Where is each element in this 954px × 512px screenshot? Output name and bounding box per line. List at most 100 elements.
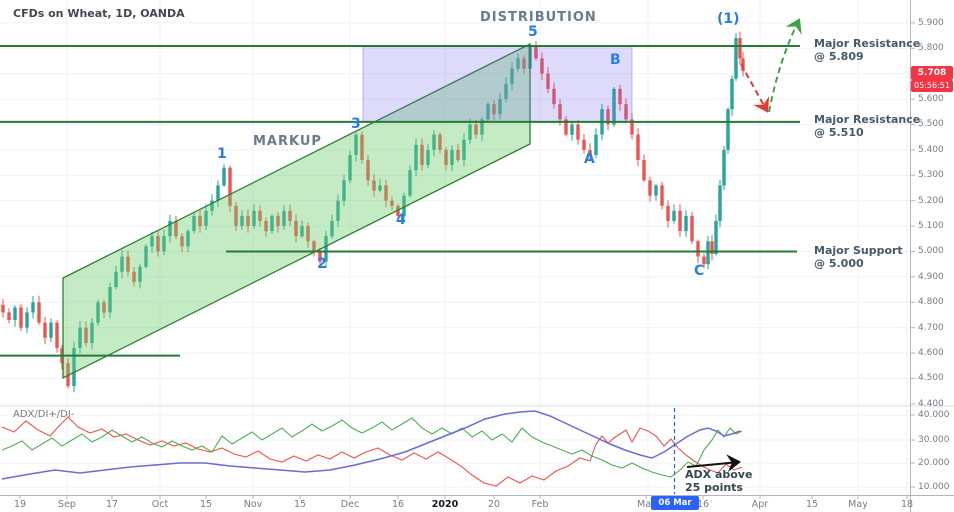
major-support-line2: @ 5.000 <box>814 257 864 270</box>
candle-body <box>730 78 734 110</box>
price-tick-label: 5.200 <box>918 196 944 206</box>
price-tick-label: 4.700 <box>918 323 944 333</box>
time-tick-label: 16 <box>391 499 405 510</box>
candle-body <box>90 322 94 343</box>
candle-body <box>546 73 550 89</box>
projection-down-arrow[interactable] <box>740 63 770 113</box>
candle-body <box>738 38 742 59</box>
candle-body <box>474 124 478 135</box>
wave-label-5[interactable]: 5 <box>528 24 538 40</box>
wave-label-2[interactable]: 2 <box>317 256 327 272</box>
wave-label-4[interactable]: 4 <box>396 212 406 228</box>
adx-direction-arrow[interactable] <box>686 454 741 473</box>
time-tick-label: 16 <box>696 499 710 510</box>
candle-body <box>294 221 298 237</box>
major-resistance-2-note[interactable]: Major Resistance @ 5.510 <box>814 113 920 139</box>
wave-label-3[interactable]: 3 <box>351 116 361 132</box>
time-tick-label: 15 <box>293 499 307 510</box>
last-price-badge: 5.708 <box>911 66 953 80</box>
candle-body <box>222 167 226 186</box>
price-tick-label: 5.300 <box>918 170 944 180</box>
adx-tick-label: 10.000 <box>918 482 950 492</box>
time-tick-label: Oct <box>151 499 169 510</box>
candle-body <box>420 144 424 166</box>
candle-body <box>654 185 658 196</box>
candle-body <box>462 139 466 160</box>
major-support-line1: Major Support <box>814 244 903 257</box>
candle-body <box>630 119 634 135</box>
candle-body <box>588 149 592 155</box>
major-resistance-1-note[interactable]: Major Resistance @ 5.809 <box>814 37 920 63</box>
candle-body <box>288 210 292 221</box>
candle-body <box>618 88 622 105</box>
candle-body <box>498 99 502 115</box>
candle-body <box>741 58 745 72</box>
candle-body <box>534 45 538 59</box>
candle-body <box>570 124 574 135</box>
markup-zone-label[interactable]: MARKUP <box>253 134 322 149</box>
time-tick-label: Sep <box>58 499 76 510</box>
crosshair-date-badge: 06 Mar '20 <box>651 496 699 510</box>
candle-body <box>318 251 322 262</box>
candle-body <box>156 236 160 252</box>
time-tick-label: Dec <box>340 499 360 510</box>
candle-body <box>13 307 17 321</box>
candle-body <box>348 155 352 181</box>
wave-label-1[interactable]: 1 <box>217 146 227 162</box>
major-resistance-1-line2: @ 5.809 <box>814 50 864 63</box>
adx-tick-label: 20.000 <box>918 458 950 468</box>
candle-body <box>726 109 730 150</box>
time-tick-label: 2020 <box>431 499 459 510</box>
candle-body <box>7 312 11 320</box>
candle-body <box>734 38 738 79</box>
candle-body <box>714 221 718 254</box>
candle-body <box>198 215 202 227</box>
wave-label-A[interactable]: A <box>584 151 595 167</box>
indicator-layer <box>1 410 743 487</box>
candle-body <box>504 83 508 99</box>
candle-body <box>72 348 76 387</box>
candle-body <box>702 256 706 265</box>
candle-body <box>624 104 628 120</box>
candle-body <box>192 215 196 232</box>
wave-label-B[interactable]: B <box>610 52 621 68</box>
candle-body <box>510 68 514 84</box>
candle-body <box>180 236 184 247</box>
candle-body <box>722 149 726 186</box>
candle-body <box>78 327 82 348</box>
distribution-box-drawing[interactable] <box>362 45 633 123</box>
wave-label-1[interactable]: (1) <box>717 11 740 27</box>
time-tick-label: 15 <box>805 499 819 510</box>
candle-body <box>438 134 442 150</box>
candle-body <box>564 119 568 135</box>
candle-body <box>390 200 394 206</box>
candle-body <box>31 302 35 313</box>
candle-body <box>696 241 700 257</box>
projection-up-arrow[interactable] <box>768 18 802 113</box>
price-tick-label: 4.900 <box>918 272 944 282</box>
candle-body <box>138 266 142 282</box>
candle-body <box>522 58 526 69</box>
candle-body <box>414 144 418 171</box>
time-tick-label: Apr <box>751 499 769 510</box>
price-tick-label: 5.500 <box>918 119 944 129</box>
major-support-note[interactable]: Major Support @ 5.000 <box>814 244 903 270</box>
candle-body <box>96 302 100 323</box>
candle-body <box>444 149 448 166</box>
time-tick-label: Mar <box>637 499 655 510</box>
candle-body <box>144 246 148 267</box>
adx-above-note[interactable]: ADX above 25 points <box>685 468 752 494</box>
candle-body <box>43 322 47 338</box>
candle-body <box>306 226 310 242</box>
symbol-legend[interactable]: CFDs on Wheat, 1D, OANDA <box>13 7 185 20</box>
candle-body <box>330 221 334 237</box>
indicator-legend[interactable]: ADX/DI+/DI- <box>13 409 75 420</box>
candle-body <box>37 302 41 323</box>
candle-body <box>432 134 436 150</box>
candle-body <box>258 210 262 221</box>
candle-body <box>120 256 124 272</box>
wave-label-C[interactable]: C <box>694 263 705 279</box>
distribution-zone-label[interactable]: DISTRIBUTION <box>480 10 597 25</box>
